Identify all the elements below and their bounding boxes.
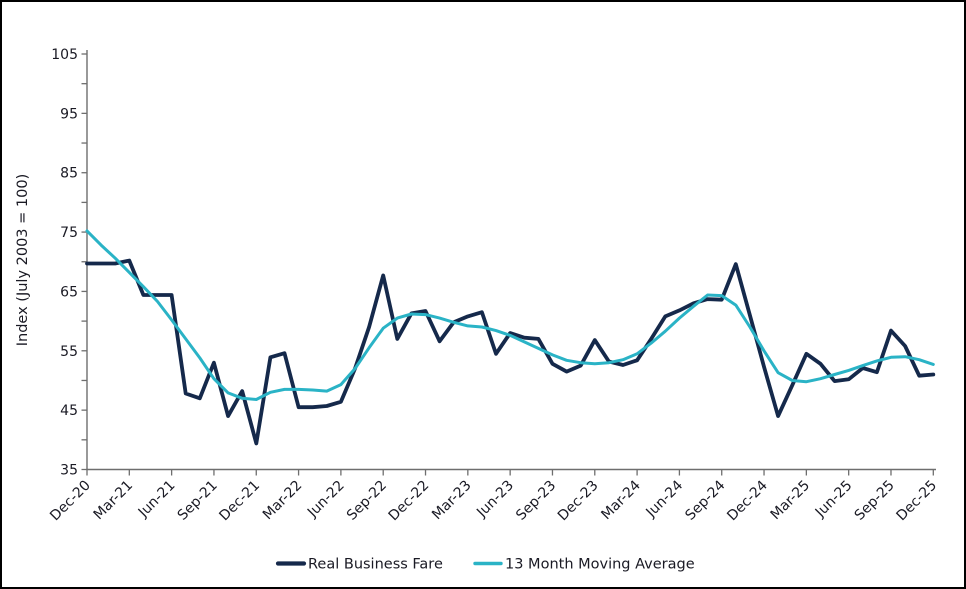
x-tick-label: Jun-24: [643, 477, 687, 521]
series-line-13-month-moving-average: [85, 229, 935, 401]
x-tick-label: Jun-21: [135, 478, 179, 522]
x-tick-label: Dec-22: [386, 478, 433, 525]
legend: Real Business Fare 13 Month Moving Avera…: [275, 557, 695, 573]
x-tick-label: Mar-21: [91, 478, 137, 524]
x-tick-label: Dec-24: [724, 477, 771, 524]
legend-label-real-business-fare: Real Business Fare: [308, 557, 443, 573]
x-tick-label: Sep-24: [682, 477, 728, 523]
y-tick-label: 55: [60, 344, 78, 360]
x-tick-label: Sep-25: [852, 478, 898, 524]
axes: [86, 50, 936, 471]
x-tick-label: Sep-21: [175, 478, 221, 524]
y-axis-title: Index (July 2003 = 100): [15, 174, 31, 346]
y-tick-label: 85: [60, 166, 78, 182]
y-ticks: [81, 53, 87, 471]
series-lines: [85, 229, 936, 446]
x-tick-label: Dec-25: [893, 478, 940, 525]
x-tick-label: Sep-22: [344, 478, 390, 524]
x-tick-label: Jun-25: [812, 478, 856, 522]
legend-label-13-month-moving-average: 13 Month Moving Average: [505, 557, 695, 573]
x-tick-label: Dec-20: [47, 478, 94, 525]
x-tick-label: Jun-23: [473, 478, 517, 522]
x-tick-label: Mar-25: [768, 478, 814, 524]
y-tick-label: 65: [60, 284, 78, 300]
y-tick-label: 95: [60, 106, 78, 122]
x-tick-label: Mar-23: [429, 478, 475, 524]
y-tick-label: 75: [60, 225, 78, 241]
x-tick-label: Dec-21: [216, 478, 263, 525]
x-tick-label: Dec-23: [555, 478, 602, 525]
x-tick-label: Mar-22: [260, 478, 306, 524]
y-tick-label: 45: [60, 403, 78, 419]
y-tick-labels: 105 95 85 75 65 55 45 35: [51, 47, 78, 478]
y-tick-label: 35: [60, 463, 78, 479]
x-tick-label: Sep-23: [513, 478, 559, 524]
y-tick-label: 105: [51, 47, 78, 63]
x-tick-label: Mar-24: [598, 477, 644, 523]
x-ticks: [86, 469, 934, 476]
x-tick-label: Jun-22: [304, 478, 348, 522]
series-line-real-business-fare: [85, 258, 936, 446]
